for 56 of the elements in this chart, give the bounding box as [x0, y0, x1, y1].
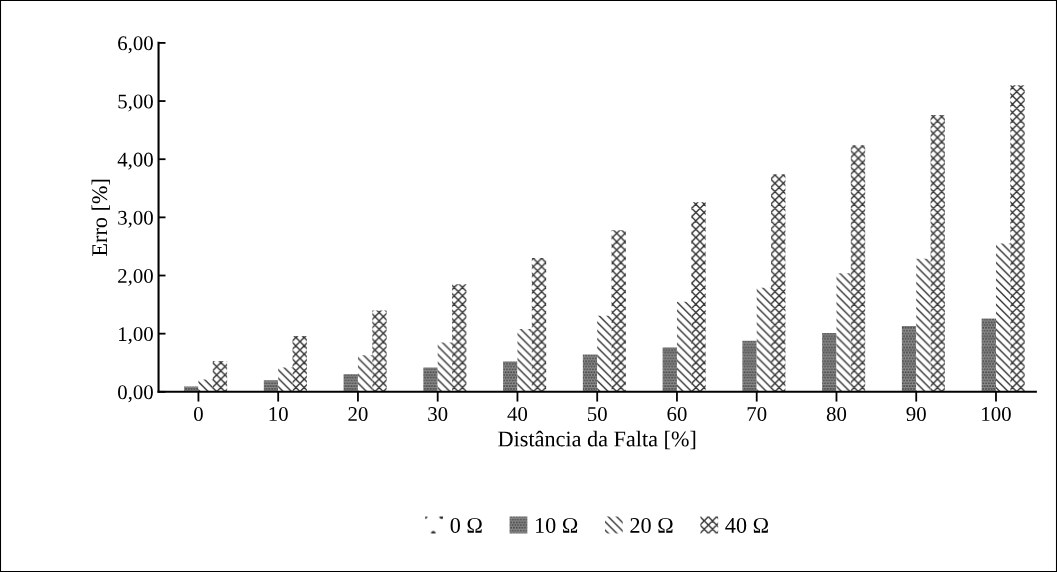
x-tick-label: 10: [269, 407, 288, 422]
bar: [263, 380, 279, 392]
x-tick-label: 100: [982, 407, 1011, 422]
bar: [691, 202, 706, 392]
legend-label: 40 Ω: [725, 517, 768, 533]
bar: [901, 326, 917, 392]
x-tick-label: 60: [667, 407, 687, 422]
bar: [452, 284, 467, 392]
bar: [756, 287, 772, 392]
bar: [1010, 85, 1025, 392]
bar: [662, 347, 677, 392]
legend-label: 0 Ω: [450, 517, 482, 533]
x-tick-label: 90: [906, 407, 926, 422]
y-tick-label: 2,00: [118, 268, 153, 286]
bar: [423, 367, 438, 392]
y-tick-label: 0,00: [118, 385, 153, 403]
bar: [597, 315, 612, 392]
bar: [278, 367, 293, 392]
bar: [343, 374, 358, 392]
legend-label: 20 Ω: [630, 517, 673, 533]
bar: [676, 301, 692, 392]
bar: [981, 318, 996, 392]
legend-label: 10 Ω: [535, 517, 578, 533]
bar: [372, 310, 387, 392]
bar: [916, 258, 931, 392]
bar: [531, 258, 547, 392]
bar: [503, 361, 518, 392]
x-axis-title: Distância da Falta [%]: [498, 430, 696, 450]
bar: [822, 333, 837, 392]
y-tick-label: 6,00: [118, 36, 153, 54]
bar: [850, 145, 866, 392]
x-tick-label: 80: [826, 407, 847, 422]
y-tick-label: 1,00: [119, 327, 153, 345]
bar: [582, 354, 598, 392]
bar: [611, 230, 626, 392]
y-tick-label: 3,00: [118, 210, 153, 228]
bar: [437, 342, 453, 392]
bar: [771, 174, 786, 392]
bar: [198, 379, 213, 392]
bar: [930, 115, 945, 392]
x-tick-label: 20: [348, 407, 368, 422]
y-tick-label: 5,00: [118, 94, 153, 112]
y-axis-title: Erro [%]: [91, 179, 110, 256]
x-tick-label: 70: [747, 407, 767, 422]
bar: [517, 329, 532, 392]
bar: [742, 340, 757, 392]
bar: [212, 361, 228, 392]
bar: [292, 335, 307, 392]
x-tick-label: 0: [194, 407, 203, 422]
bar: [357, 355, 373, 392]
bar: [995, 243, 1011, 392]
y-tick-label: 4,00: [117, 152, 153, 170]
x-tick-label: 30: [428, 407, 448, 422]
x-tick-label: 40: [507, 407, 528, 422]
x-tick-label: 50: [588, 407, 607, 422]
bar: [836, 273, 851, 392]
